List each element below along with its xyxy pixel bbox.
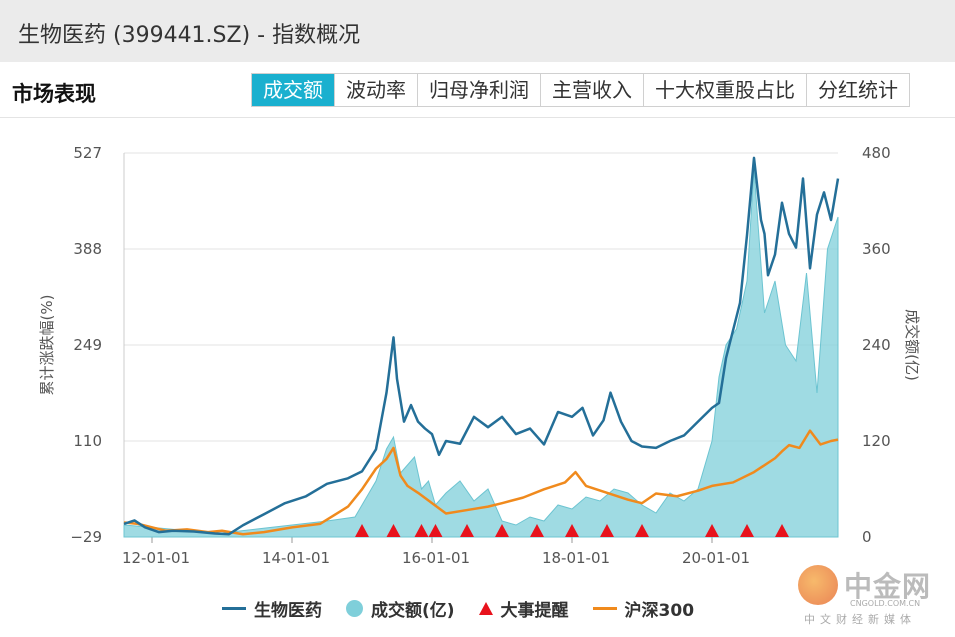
legend-label-index: 生物医药	[254, 601, 322, 621]
x-tick-label: 14-01-01	[262, 549, 330, 567]
tab-bar: 成交额 波动率 归母净利润 主营收入 十大权重股占比 分红统计	[251, 73, 910, 107]
watermark-subtitle: 中文财经新媒体	[804, 613, 916, 626]
tab-turnover[interactable]: 成交额	[252, 74, 335, 106]
event-marker	[460, 524, 474, 537]
event-marker	[565, 524, 579, 537]
y-right-tick-label: 360	[862, 240, 891, 258]
y-right-axis-title: 成交额(亿)	[903, 309, 921, 381]
event-marker	[355, 524, 369, 537]
series-index-line	[123, 156, 840, 536]
title-bar: 生物医药 (399441.SZ) - 指数概况	[0, 0, 955, 62]
tab-main-revenue[interactable]: 主营收入	[541, 74, 644, 106]
tab-net-profit[interactable]: 归母净利润	[418, 74, 541, 106]
performance-chart: 527 388 249 110 −29 480 360 240 120 0 累计涨跌幅(%) 成交额(…	[38, 144, 921, 567]
y-right-tick-label: 120	[862, 432, 891, 450]
tab-volatility[interactable]: 波动率	[335, 74, 418, 106]
watermark-name: 中金网	[844, 570, 932, 603]
y-left-tick-label: 110	[73, 432, 102, 450]
event-marker	[386, 524, 401, 537]
x-tick-label: 16-01-01	[402, 549, 470, 567]
divider	[0, 117, 955, 118]
legend-swatch-index	[222, 607, 246, 610]
legend-swatch-volume	[346, 600, 363, 617]
event-marker	[635, 524, 649, 537]
event-marker	[414, 524, 429, 537]
y-right-tick-label: 0	[862, 528, 872, 546]
x-tick-label: 20-01-01	[682, 549, 750, 567]
tab-dividend[interactable]: 分红统计	[807, 74, 909, 106]
y-left-tick-label: 249	[73, 336, 102, 354]
tab-top10-weight[interactable]: 十大权重股占比	[644, 74, 807, 106]
event-marker	[530, 524, 544, 537]
legend-item-index[interactable]: 生物医药	[222, 596, 322, 621]
y-right-tick-label: 240	[862, 336, 891, 354]
y-left-axis-title: 累计涨跌幅(%)	[38, 295, 56, 396]
watermark-domain: CNGOLD.COM.CN	[850, 599, 921, 608]
legend-label-hs300: 沪深300	[624, 601, 695, 621]
legend-label-events: 大事提醒	[500, 601, 569, 621]
event-marker	[775, 524, 789, 537]
y-left-tick-label: −29	[70, 528, 102, 546]
page-title: 生物医药 (399441.SZ) - 指数概况	[18, 23, 361, 48]
event-marker	[495, 524, 509, 537]
section-title: 市场表现	[12, 82, 96, 106]
watermark: 中金网 CNGOLD.COM.CN 中文财经新媒体	[798, 565, 948, 630]
y-left-tick-label: 388	[73, 240, 102, 258]
event-marker	[600, 524, 614, 537]
y-right-tick-label: 480	[862, 144, 891, 162]
legend-swatch-hs300	[592, 607, 617, 610]
cngold-logo-icon	[798, 565, 838, 605]
legend-item-hs300[interactable]: 沪深300	[592, 596, 695, 621]
event-marker	[428, 524, 443, 537]
legend-swatch-events	[478, 602, 493, 615]
legend-item-events[interactable]: 大事提醒	[478, 596, 569, 621]
legend-label-volume: 成交额(亿)	[371, 601, 455, 621]
legend-item-volume[interactable]: 成交额(亿)	[346, 596, 455, 621]
chart-legend: 生物医药 成交额(亿) 大事提醒 沪深300	[222, 596, 694, 621]
x-tick-label: 12-01-01	[122, 549, 190, 567]
series-hs300-line	[123, 429, 839, 536]
y-left-tick-label: 527	[73, 144, 102, 162]
series-volume-area	[123, 168, 839, 538]
x-tick-label: 18-01-01	[542, 549, 610, 567]
event-marker	[705, 524, 719, 537]
event-marker	[740, 524, 754, 537]
